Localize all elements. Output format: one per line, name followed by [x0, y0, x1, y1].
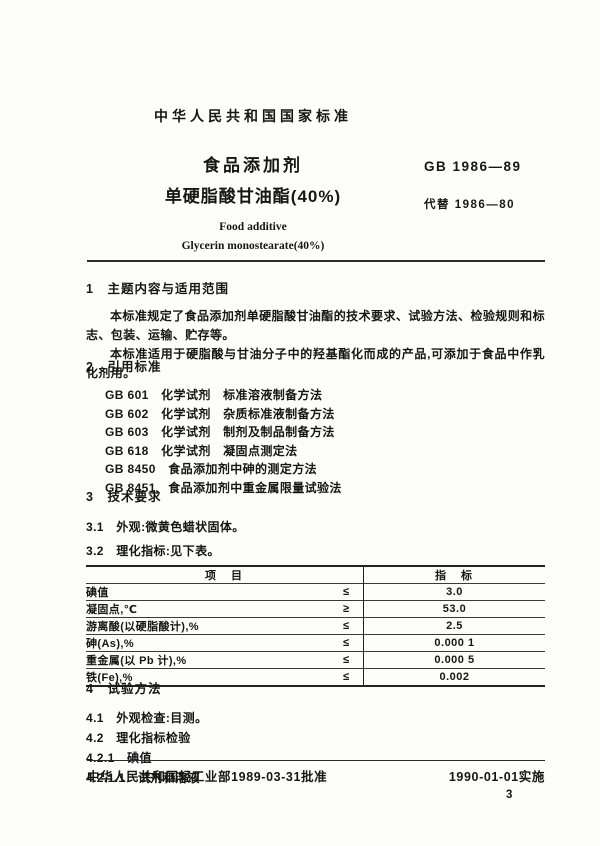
section-scope-body: 本标准规定了食品添加剂单硬脂酸甘油酯的技术要求、试验方法、检验规则和标志、包装、… — [86, 307, 545, 383]
clause-4-2: 4.2 理化指标检验 — [86, 731, 191, 745]
clause-4-1: 4.1 外观检查:目测。 — [86, 711, 208, 725]
section-methods-heading: 4 试验方法 — [86, 682, 162, 696]
reference-item: GB 602 化学试剂 杂质标准液制备方法 — [105, 406, 335, 421]
table-cell-item: 碘值 — [86, 583, 329, 601]
section-references-heading: 2 引用标准 — [86, 360, 162, 374]
table-cell-value: 53.0 — [363, 600, 545, 618]
table-row: 重金属(以 Pb 计),% ≤ 0.000 5 — [86, 651, 545, 669]
table-cell-item: 重金属(以 Pb 计),% — [86, 651, 329, 669]
table-row: 凝固点,℃ ≥ 53.0 — [86, 600, 545, 618]
table-cell-relation: ≤ — [329, 634, 364, 652]
table-cell-item: 铁(Fe),% — [86, 668, 329, 686]
table-cell-value: 0.000 5 — [363, 651, 545, 669]
table-cell-value: 0.000 1 — [363, 634, 545, 652]
document-title-en-line1: Food additive — [219, 221, 287, 233]
table-cell-relation: ≤ — [329, 651, 364, 669]
implementation-date: 1990-01-01实施 — [448, 770, 545, 784]
table-row: 游离酸(以硬脂酸计),% ≤ 2.5 — [86, 617, 545, 635]
section-scope-heading: 1 主题内容与适用范围 — [86, 282, 229, 296]
reference-item: GB 601 化学试剂 标准溶液制备方法 — [105, 388, 323, 402]
section-technical-requirements: 3 技术要求 3.1 外观:微黄色蜡状固体。 3.2 理化指标:见下表。 项 目… — [86, 486, 545, 687]
standard-replaces: 代替 1986—80 — [424, 199, 516, 211]
standard-header: 中华人民共和国国家标准 食品添加剂 单硬脂酸甘油酯(40%) Food addi… — [86, 106, 420, 252]
reference-list: GB 601 化学试剂 标准溶液制备方法 GB 602 化学试剂 杂质标准液制备… — [105, 386, 545, 497]
section-references: 2 引用标准 GB 601 化学试剂 标准溶液制备方法 GB 602 化学试剂 … — [86, 356, 545, 497]
table-row: 碘值 ≤ 3.0 — [86, 583, 545, 601]
page-number: 3 — [506, 789, 513, 801]
clause-3-2: 3.2 理化指标:见下表。 — [86, 544, 220, 558]
reference-item: GB 8450 食品添加剂中砷的测定方法 — [105, 462, 318, 476]
spec-table-header: 项 目 指 标 — [86, 566, 545, 584]
table-cell-value: 3.0 — [363, 583, 545, 601]
clause-4-2-1: 4.2.1 碘值 — [86, 751, 152, 765]
table-cell-item: 砷(As),% — [86, 634, 329, 652]
table-cell-value: 0.002 — [363, 668, 545, 686]
column-header-value: 指 标 — [363, 566, 545, 584]
table-cell-relation: ≥ — [329, 600, 364, 618]
scope-paragraph-1: 本标准规定了食品添加剂单硬脂酸甘油酯的技术要求、试验方法、检验规则和标志、包装、… — [86, 309, 545, 342]
table-cell-value: 2.5 — [363, 617, 545, 635]
table-cell-item: 凝固点,℃ — [86, 600, 329, 618]
spec-table: 项 目 指 标 碘值 ≤ 3.0 凝固点,℃ ≥ 53.0 游离酸(以硬脂酸计)… — [86, 565, 545, 687]
table-header-row: 项 目 指 标 — [86, 566, 545, 584]
reference-item: GB 8451 食品添加剂中重金属限量试验法 — [105, 480, 342, 495]
section-scope: 1 主题内容与适用范围 本标准规定了食品添加剂单硬脂酸甘油酯的技术要求、试验方法… — [86, 278, 545, 383]
reference-item: GB 618 化学试剂 凝固点测定法 — [105, 443, 298, 458]
clause-3-1: 3.1 外观:微黄色蜡状固体。 — [86, 520, 245, 534]
document-title-cn-line1: 食品添加剂 — [203, 156, 303, 175]
table-row: 铁(Fe),% ≤ 0.002 — [86, 668, 545, 686]
national-standard-label: 中华人民共和国国家标准 — [154, 108, 352, 124]
table-cell-relation: ≤ — [329, 583, 364, 601]
section-technical-heading: 3 技术要求 — [86, 490, 162, 504]
table-cell-relation: ≤ — [329, 617, 364, 635]
scope-paragraph-2: 本标准适用于硬脂酸与甘油分子中的羟基酯化而成的产品,可添加于食品中作乳化剂用。 — [86, 347, 545, 380]
clause-4-2-1-1: 4.2.1.1 试剂和溶液 — [86, 771, 200, 785]
reference-item: GB 603 化学试剂 制剂及制品制备方法 — [105, 425, 335, 439]
footer-divider — [87, 760, 545, 761]
header-divider — [87, 260, 545, 262]
standard-code: GB 1986—89 — [424, 159, 522, 174]
document-title-en-line2: Glycerin monostearate(40%) — [181, 240, 325, 252]
column-header-item: 项 目 — [205, 570, 244, 582]
document-title-cn-line2: 单硬脂酸甘油酯(40%) — [164, 187, 342, 206]
table-cell-relation: ≤ — [329, 668, 364, 686]
table-row: 砷(As),% ≤ 0.000 1 — [86, 634, 545, 652]
approval-statement: 中华人民共和国轻工业部1989-03-31批准 — [87, 770, 328, 784]
section-test-methods: 4 试验方法 4.1 外观检查:目测。 4.2 理化指标检验 4.2.1 碘值 … — [86, 678, 545, 787]
table-cell-item: 游离酸(以硬脂酸计),% — [86, 617, 329, 635]
